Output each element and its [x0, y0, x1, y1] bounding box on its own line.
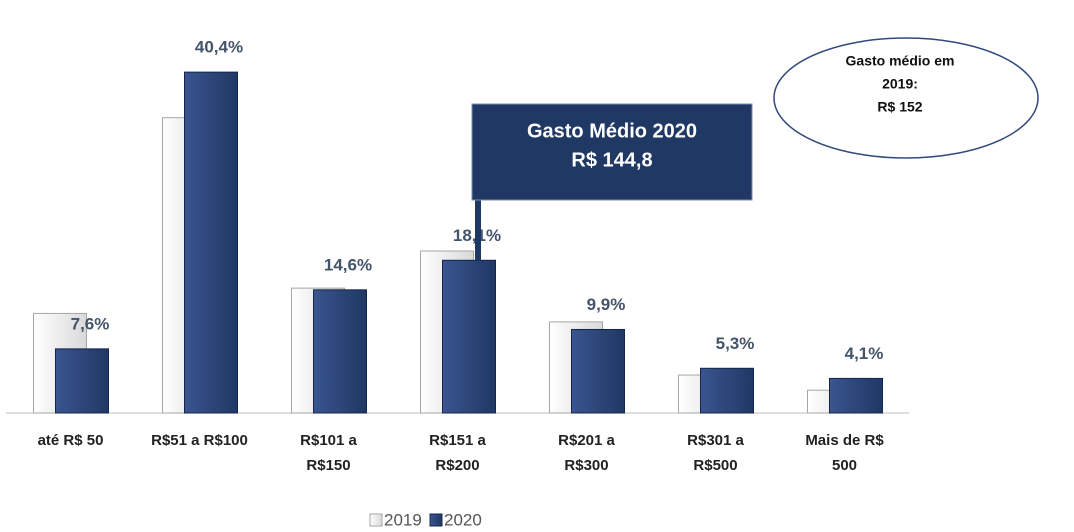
annotation-text: Gasto Médio 2020 [527, 120, 697, 142]
bar [442, 259, 496, 414]
bar [829, 377, 883, 414]
annotation-text: 2019: [882, 76, 918, 92]
data-label: 4,1% [845, 344, 884, 363]
data-label: 5,3% [716, 334, 755, 353]
x-tick-label: Mais de R$ 500 [805, 432, 884, 474]
legend-label: 2019 [384, 510, 422, 529]
x-tick-label: R$201 a R$300 [558, 432, 615, 474]
annotation-text: R$ 152 [877, 99, 922, 115]
legend-label: 2020 [444, 510, 482, 529]
bar [184, 71, 238, 414]
legend-swatch [369, 513, 383, 527]
bar [700, 367, 754, 414]
bar [571, 328, 625, 414]
x-tick-label: R$301 a R$500 [687, 432, 744, 474]
x-tick-label: R$101 a R$150 [300, 432, 357, 474]
annotation-box [471, 103, 753, 201]
data-label: 14,6% [324, 255, 372, 274]
x-tick-label: até R$ 50 [37, 432, 104, 449]
annotation-text: R$ 144,8 [571, 149, 652, 171]
data-label: 7,6% [71, 314, 110, 333]
data-label: 9,9% [587, 295, 626, 314]
x-tick-label: R$151 a R$200 [429, 432, 486, 474]
x-tick-label: R$51 a R$100 [151, 432, 248, 449]
legend-swatch [429, 513, 443, 527]
annotation-text: Gasto médio em [846, 53, 955, 69]
bar [55, 348, 109, 414]
bar [313, 289, 367, 414]
annotation-ellipse [773, 37, 1039, 159]
data-label: 40,4% [195, 38, 243, 57]
